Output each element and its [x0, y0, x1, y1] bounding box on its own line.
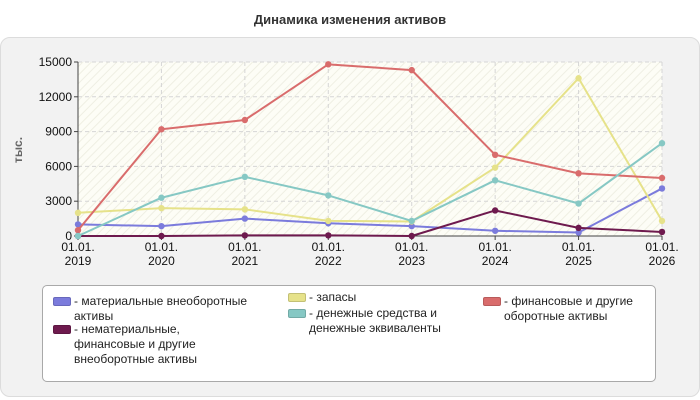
data-point: [408, 66, 415, 74]
x-tick-label: 01.01.: [478, 240, 511, 254]
legend-item-tangible-assets: - материальные внеоборотные активы: [53, 294, 278, 324]
x-tick-label: 2025: [565, 254, 592, 268]
data-point: [74, 227, 82, 234]
data-point: [241, 215, 249, 222]
y-tick-label: 12000: [39, 90, 73, 104]
legend-label: - финансовые и другие оборотные активы: [504, 294, 633, 323]
data-point: [158, 126, 165, 133]
y-tick-label: 6000: [45, 159, 72, 173]
series-lines: [74, 61, 666, 240]
x-tick-label: 01.01.: [395, 240, 428, 254]
data-point: [575, 200, 582, 207]
y-axis-title: тыс.: [11, 137, 25, 163]
series-line-1: [77, 77, 663, 223]
data-point: [408, 232, 415, 240]
data-point: [491, 164, 499, 171]
legend-label: - денежные средства и денежные эквивален…: [309, 306, 441, 335]
x-tick-label: 2023: [398, 254, 425, 268]
data-point: [575, 75, 582, 82]
data-point: [74, 221, 82, 228]
x-tick-label: 01.01.: [61, 240, 94, 254]
data-point: [408, 217, 415, 225]
legend-swatch: [288, 293, 306, 302]
y-tick-label: 9000: [45, 125, 72, 139]
data-point: [658, 140, 666, 147]
x-tick-label: 2024: [482, 254, 509, 268]
legend-label: - запасы: [309, 290, 357, 304]
legend-swatch: [483, 297, 501, 306]
data-point: [575, 170, 582, 177]
x-tick-label: 2022: [315, 254, 342, 268]
data-point: [74, 209, 82, 216]
data-point: [158, 204, 165, 212]
legend-item-cash: - денежные средства и денежные эквивален…: [288, 306, 473, 336]
data-point: [241, 173, 249, 181]
legend-item-inventory: - запасы: [288, 290, 473, 305]
data-point: [658, 228, 666, 236]
data-point: [241, 232, 249, 239]
data-point: [158, 232, 165, 240]
legend-swatch: [288, 309, 306, 318]
legend-label: - нематериальные, финансовые и другие вн…: [74, 322, 197, 366]
y-tick-label: 0: [65, 229, 72, 243]
data-point: [241, 206, 249, 213]
series-line-3: [78, 209, 663, 237]
plot-area: [78, 62, 662, 236]
legend-label: - материальные внеоборотные активы: [74, 294, 247, 323]
data-point: [658, 185, 666, 192]
data-point: [74, 232, 82, 240]
series-line-0: [77, 187, 663, 234]
y-tick-label: 15000: [39, 55, 73, 69]
legend-item-intangible-assets: - нематериальные, финансовые и другие вн…: [53, 322, 243, 367]
x-tick-label: 2021: [232, 254, 259, 268]
x-tick-label: 2020: [148, 254, 175, 268]
data-point: [575, 224, 582, 232]
data-point: [491, 207, 499, 214]
data-point: [491, 227, 499, 234]
data-point: [325, 192, 332, 199]
series-line-2: [77, 63, 663, 231]
data-point: [491, 151, 499, 158]
data-point: [325, 217, 332, 225]
data-point: [658, 174, 666, 182]
legend-swatch: [53, 297, 71, 306]
data-point: [408, 222, 415, 230]
y-tick-label: 3000: [45, 194, 72, 208]
data-point: [575, 229, 582, 236]
x-tick-label: 01.01.: [228, 240, 261, 254]
data-point: [325, 61, 332, 68]
legend-item-financial-current-assets: - финансовые и другие оборотные активы: [483, 294, 653, 324]
x-tick-label: 2026: [649, 254, 676, 268]
gridlines: [78, 61, 663, 236]
x-axis-ticks: 01.01.201901.01.202001.01.202101.01.2022…: [61, 240, 678, 268]
x-tick-label: 01.01.: [145, 240, 178, 254]
y-axis-ticks: 0 3000 6000 9000 12000 15000: [39, 55, 73, 243]
chart-title: Динамика изменения активов: [253, 12, 447, 27]
x-tick-label: 2019: [65, 254, 92, 268]
data-point: [158, 222, 165, 230]
data-point: [658, 217, 666, 225]
x-tick-label: 01.01.: [312, 240, 345, 254]
x-tick-label: 01.01.: [562, 240, 595, 254]
legend-swatch: [53, 325, 71, 334]
x-tick-label: 01.01.: [645, 240, 678, 254]
data-point: [325, 232, 332, 239]
data-point: [241, 116, 249, 124]
data-point: [491, 177, 499, 184]
series-line-4: [77, 142, 663, 237]
data-point: [158, 194, 165, 201]
legend: - материальные внеоборотные активы - зап…: [42, 285, 656, 382]
